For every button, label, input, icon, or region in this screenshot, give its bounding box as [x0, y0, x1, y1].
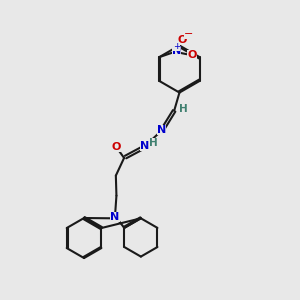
Text: −: −	[184, 29, 193, 39]
Text: +: +	[173, 42, 181, 51]
Text: N: N	[157, 125, 167, 135]
Text: O: O	[111, 142, 121, 152]
Text: N: N	[140, 141, 149, 151]
Text: N: N	[172, 46, 181, 56]
Text: N: N	[110, 212, 120, 222]
Text: O: O	[177, 34, 186, 45]
Text: O: O	[187, 50, 197, 61]
Text: H: H	[178, 104, 188, 114]
Text: H: H	[149, 138, 158, 148]
